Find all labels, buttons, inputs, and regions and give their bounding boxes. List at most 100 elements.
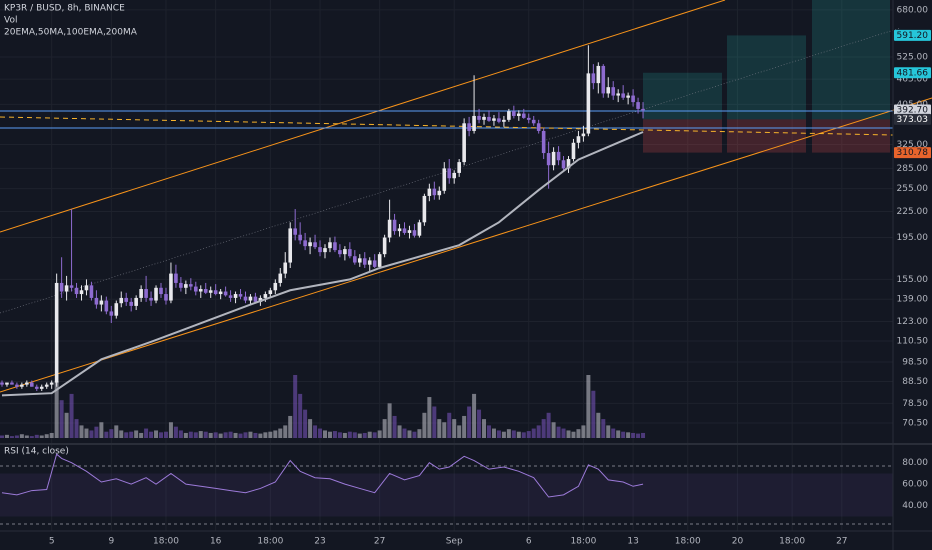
volume-bar	[402, 428, 407, 438]
volume-bar	[352, 432, 357, 438]
volume-bar	[621, 431, 626, 438]
candle-body	[99, 300, 104, 305]
candle-body	[0, 382, 4, 385]
candle-body	[437, 190, 442, 196]
candle-body	[497, 118, 501, 122]
volume-bar	[9, 436, 14, 438]
candle-body	[263, 294, 268, 298]
volume-bar	[412, 431, 417, 438]
channel-lower	[0, 97, 932, 393]
volume-bar	[616, 430, 621, 438]
candle-body	[338, 250, 342, 255]
candle-body	[447, 168, 452, 179]
volume-bar	[288, 415, 293, 438]
volume-bar	[626, 432, 631, 438]
volume-bar	[29, 436, 34, 438]
volume-bar	[576, 429, 581, 438]
volume-bar	[472, 393, 477, 438]
candle-body	[591, 73, 596, 84]
x-tick-label: 23	[314, 537, 325, 547]
candle-body	[561, 160, 566, 169]
volume-bar	[332, 431, 337, 438]
candle-body	[114, 303, 119, 316]
volume-bar	[372, 432, 377, 438]
candle-body	[328, 242, 332, 249]
volume-bar	[566, 430, 571, 438]
volume-bar	[173, 426, 178, 438]
volume-bar	[193, 432, 198, 438]
candle-body	[34, 386, 39, 389]
candle-body	[238, 294, 243, 297]
candle-body	[203, 289, 208, 293]
volume-bar	[327, 431, 332, 438]
rsi-tick-label: 40.00	[902, 501, 928, 511]
volume-bar	[144, 428, 149, 438]
volume-bar	[263, 432, 268, 438]
volume-bar	[94, 426, 99, 438]
candles	[0, 45, 645, 392]
volume	[0, 375, 646, 438]
volume-bar	[54, 381, 59, 438]
volume-bar	[0, 435, 4, 438]
volume-bar	[44, 434, 49, 438]
candle-body	[367, 260, 372, 265]
volume-bar	[159, 432, 164, 438]
rsi-label: RSI (14, close)	[4, 447, 69, 457]
candle-body	[507, 111, 511, 120]
volume-bar	[447, 412, 452, 438]
candle-body	[581, 133, 586, 137]
candle-body	[164, 294, 168, 301]
volume-label: Vol	[4, 16, 17, 26]
candle-body	[397, 228, 402, 232]
volume-bar	[581, 425, 586, 438]
candle-body	[59, 282, 64, 292]
candle-body	[531, 119, 536, 124]
volume-bar	[427, 397, 432, 438]
volume-bar	[457, 425, 462, 438]
candle-body	[89, 285, 94, 298]
candle-body	[159, 287, 163, 295]
volume-bar	[109, 429, 114, 438]
volume-bar	[417, 429, 422, 438]
price-label-box	[894, 113, 931, 125]
volume-bar	[531, 428, 536, 438]
y-tick-label: 525.00	[897, 53, 929, 63]
candle-body	[457, 162, 461, 173]
volume-bar	[129, 431, 134, 438]
price-label: 310.78	[897, 148, 929, 158]
x-tick-label: 18:00	[257, 537, 283, 547]
y-tick-label: 225.00	[897, 207, 929, 217]
volume-bar	[14, 435, 19, 438]
candle-body	[541, 130, 546, 154]
y-tick-label: 139.00	[897, 295, 929, 305]
candle-body	[606, 87, 611, 94]
y-tick-label: 255.00	[897, 184, 929, 194]
candle-body	[407, 230, 412, 233]
volume-bar	[64, 412, 69, 438]
candle-body	[288, 228, 293, 263]
volume-bar	[397, 425, 402, 438]
volume-bar	[367, 431, 372, 438]
candle-body	[94, 297, 99, 305]
candle-body	[362, 258, 367, 265]
axes: 680.00525.00465.00405.00325.00285.00255.…	[49, 5, 931, 547]
volume-bar	[268, 431, 273, 438]
candle-body	[74, 287, 79, 295]
volume-bar	[571, 431, 576, 438]
x-tick-label: 9	[108, 537, 114, 547]
candle-body	[556, 151, 561, 161]
candle-body	[353, 256, 357, 263]
volume-bar	[362, 432, 367, 438]
y-tick-label: 155.00	[897, 275, 929, 285]
volume-bar	[119, 430, 124, 438]
x-tick-label: 5	[49, 537, 55, 547]
candle-body	[184, 284, 188, 288]
y-tick-label: 285.00	[897, 164, 929, 174]
candle-body	[104, 300, 109, 312]
price-label: 392.70	[897, 105, 929, 115]
chart-title: KP3R / BUSD, 8h, BINANCE	[4, 4, 125, 14]
volume-bar	[322, 430, 327, 438]
candle-body	[357, 258, 362, 263]
candle-body	[64, 285, 69, 292]
candle-body	[179, 282, 183, 288]
